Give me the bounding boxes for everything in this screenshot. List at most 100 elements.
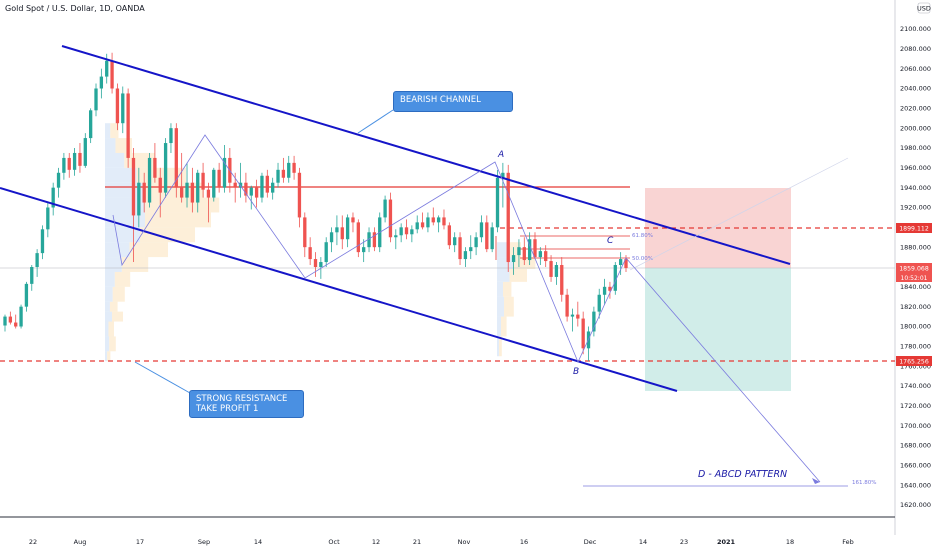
candle-body[interactable] (30, 267, 34, 284)
candle-body[interactable] (517, 247, 521, 256)
candle-body[interactable] (56, 172, 61, 188)
candle-body[interactable] (281, 169, 286, 178)
candle-body[interactable] (62, 157, 66, 173)
candle-body[interactable] (511, 255, 516, 263)
candle-body[interactable] (131, 157, 136, 216)
candle-body[interactable] (67, 157, 71, 170)
candle-body[interactable] (399, 227, 403, 236)
candle-body[interactable] (453, 237, 457, 246)
candle-body[interactable] (506, 172, 510, 263)
candle-body[interactable] (303, 217, 307, 248)
candle-body[interactable] (351, 217, 355, 223)
candle-body[interactable] (163, 143, 168, 193)
candle-body[interactable] (618, 259, 623, 266)
currency-box[interactable] (917, 2, 931, 14)
candle-body[interactable] (217, 169, 221, 188)
candle-body[interactable] (190, 182, 195, 203)
candle-body[interactable] (105, 60, 109, 77)
candle-body[interactable] (222, 157, 227, 188)
candle-body[interactable] (479, 222, 484, 238)
candle-body[interactable] (78, 152, 82, 166)
take-profit-zone[interactable] (645, 268, 791, 391)
candle-body[interactable] (404, 227, 409, 235)
candle-body[interactable] (137, 182, 141, 216)
candle-body[interactable] (201, 172, 205, 190)
candle-body[interactable] (544, 251, 548, 262)
abcd-pattern-path[interactable] (112, 134, 821, 483)
candle-body[interactable] (436, 217, 441, 223)
candle-body[interactable] (99, 76, 104, 89)
candle-body[interactable] (142, 182, 146, 203)
candle-body[interactable] (244, 182, 248, 196)
candle-body[interactable] (313, 259, 318, 267)
candle-body[interactable] (94, 88, 98, 111)
candle-body[interactable] (115, 88, 120, 124)
candle-body[interactable] (581, 318, 585, 349)
price-axis[interactable]: 2100.000 2080.000 2060.000 2040.000 2020.000… (900, 25, 931, 509)
candle-body[interactable] (565, 294, 569, 317)
candle-body[interactable] (501, 172, 505, 178)
channel-lower-line[interactable] (0, 187, 678, 392)
candle-body[interactable] (254, 187, 259, 198)
candlestick-series[interactable] (3, 52, 628, 362)
candle-body[interactable] (147, 157, 152, 203)
candle-body[interactable] (576, 314, 580, 319)
candle-body[interactable] (212, 169, 216, 198)
candle-body[interactable] (319, 262, 323, 267)
candle-body[interactable] (271, 182, 275, 193)
candle-body[interactable] (367, 232, 371, 248)
fib-retracement[interactable]: 61.80% 50.00% (495, 233, 653, 262)
candle-body[interactable] (383, 199, 387, 218)
candle-body[interactable] (485, 222, 489, 250)
candle-body[interactable] (329, 232, 334, 243)
candle-body[interactable] (362, 247, 366, 253)
candle-body[interactable] (126, 93, 130, 158)
candle-body[interactable] (495, 177, 500, 228)
candle-body[interactable] (40, 229, 45, 254)
candle-body[interactable] (153, 157, 157, 178)
candle-body[interactable] (233, 182, 237, 188)
time-axis[interactable]: 22 Aug 17 Sep 14 Oct 12 21 Nov 16 Dec 14 23 2021 18 Feb (29, 538, 854, 546)
candle-body[interactable] (185, 182, 189, 198)
candle-body[interactable] (158, 177, 162, 193)
candle-body[interactable] (14, 322, 18, 327)
candle-body[interactable] (420, 222, 425, 228)
candle-body[interactable] (19, 306, 23, 327)
candle-body[interactable] (340, 227, 344, 240)
candle-body[interactable] (169, 128, 173, 144)
candle-body[interactable] (51, 187, 55, 208)
candle-body[interactable] (46, 207, 50, 230)
candle-body[interactable] (613, 265, 617, 291)
candle-body[interactable] (463, 251, 468, 260)
candle-body[interactable] (602, 286, 607, 295)
candle-body[interactable] (180, 187, 184, 198)
candle-body[interactable] (35, 253, 39, 267)
candle-body[interactable] (597, 294, 601, 312)
candle-body[interactable] (24, 283, 29, 307)
candle-body[interactable] (474, 237, 478, 248)
candle-body[interactable] (276, 169, 280, 183)
candle-body[interactable] (8, 316, 13, 323)
strong-resistance-note[interactable]: STRONG RESISTANCE TAKE PROFIT 1 (189, 390, 304, 418)
candle-body[interactable] (335, 227, 339, 233)
candle-body[interactable] (308, 247, 312, 260)
candle-body[interactable] (415, 222, 419, 230)
candle-body[interactable] (522, 247, 526, 261)
candle-body[interactable] (388, 199, 393, 238)
candle-body[interactable] (442, 217, 446, 226)
candle-body[interactable] (469, 247, 473, 252)
candle-body[interactable] (196, 172, 200, 203)
candle-body[interactable] (527, 239, 532, 261)
candle-body[interactable] (292, 162, 296, 173)
candle-body[interactable] (3, 316, 7, 326)
candle-body[interactable] (426, 217, 430, 228)
candle-body[interactable] (560, 265, 564, 295)
candle-body[interactable] (249, 187, 253, 196)
candle-body[interactable] (83, 138, 87, 166)
candle-body[interactable] (570, 314, 575, 317)
candle-body[interactable] (260, 175, 264, 198)
candle-body[interactable] (287, 162, 291, 178)
candle-body[interactable] (265, 175, 269, 193)
candle-body[interactable] (490, 227, 494, 250)
candle-body[interactable] (554, 265, 559, 277)
